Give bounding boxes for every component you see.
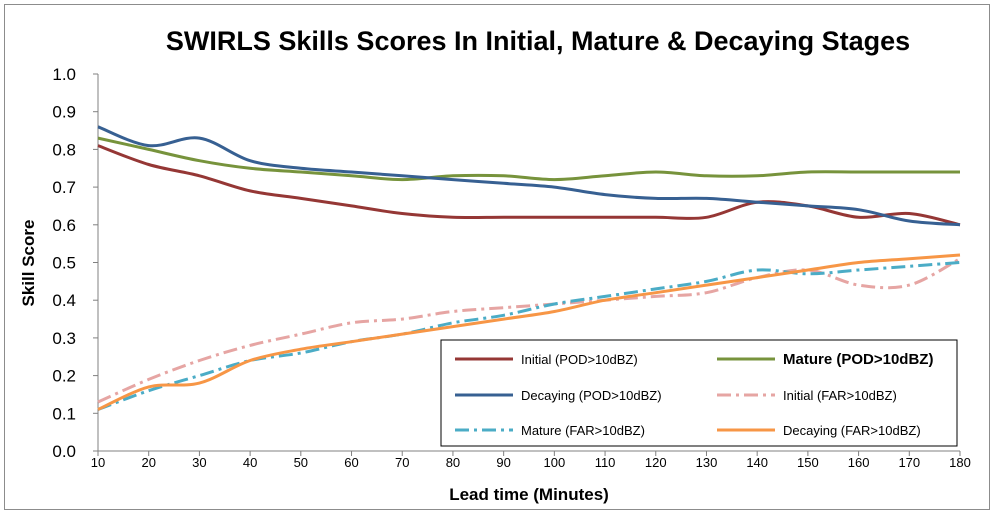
x-tick-label: 80 bbox=[446, 455, 460, 470]
x-tick-label: 130 bbox=[696, 455, 718, 470]
y-tick-label: 0.3 bbox=[52, 329, 76, 348]
x-tick-label: 30 bbox=[192, 455, 206, 470]
x-tick-label: 100 bbox=[544, 455, 566, 470]
axes: 0.0 0.1 0.2 0.3 0.4 0.5 0.6 0.7 0.8 0.9 1.0 10 20 30 4… bbox=[52, 65, 970, 470]
x-tick-label: 40 bbox=[243, 455, 257, 470]
series-line-decaying-pod-10dbz bbox=[97, 125, 961, 227]
legend-label: Initial (FAR>10dBZ) bbox=[783, 388, 897, 403]
x-tick-label: 160 bbox=[848, 455, 870, 470]
x-tick-label: 20 bbox=[141, 455, 155, 470]
legend-label: Decaying (FAR>10dBZ) bbox=[783, 423, 921, 438]
legend-label: Mature (FAR>10dBZ) bbox=[521, 423, 645, 438]
x-tick-label: 50 bbox=[294, 455, 308, 470]
y-tick-label: 0.0 bbox=[52, 442, 76, 461]
legend-label: Mature (POD>10dBZ) bbox=[783, 351, 933, 368]
y-tick-label: 0.9 bbox=[52, 103, 76, 122]
x-tick-label: 110 bbox=[595, 455, 616, 470]
legend-label: Decaying (POD>10dBZ) bbox=[521, 388, 662, 403]
x-tick-label: 140 bbox=[746, 455, 768, 470]
chart-title: SWIRLS Skills Scores In Initial, Mature … bbox=[166, 26, 910, 56]
x-tick-label: 150 bbox=[797, 455, 819, 470]
x-tick-label: 90 bbox=[496, 455, 510, 470]
x-tick-label: 180 bbox=[949, 455, 971, 470]
x-tick-label: 120 bbox=[645, 455, 667, 470]
y-axis-label: Skill Score bbox=[19, 220, 38, 307]
legend-label: Initial (POD>10dBZ) bbox=[521, 352, 638, 367]
y-tick-label: 0.1 bbox=[52, 404, 76, 423]
y-tick-label: 1.0 bbox=[52, 65, 76, 84]
y-tick-label: 0.6 bbox=[52, 216, 76, 235]
series-line-mature-pod-10dbz bbox=[97, 136, 960, 182]
legend-box bbox=[440, 339, 958, 447]
x-tick-label: 70 bbox=[395, 455, 409, 470]
legend: Initial (POD>10dBZ) Mature (POD>10dBZ) Dec… bbox=[440, 339, 958, 447]
y-tick-label: 0.2 bbox=[52, 367, 76, 386]
x-tick-label: 10 bbox=[91, 455, 105, 470]
series-layer bbox=[97, 125, 961, 411]
x-tick-label: 60 bbox=[344, 455, 358, 470]
y-tick-label: 0.7 bbox=[52, 178, 76, 197]
y-tick-label: 0.5 bbox=[52, 254, 76, 273]
y-tick-label: 0.4 bbox=[52, 291, 76, 310]
x-axis-label: Lead time (Minutes) bbox=[449, 485, 609, 504]
series-line-decaying-far-10dbz bbox=[97, 253, 961, 411]
y-tick-label: 0.8 bbox=[52, 140, 76, 159]
x-tick-label: 170 bbox=[898, 455, 920, 470]
